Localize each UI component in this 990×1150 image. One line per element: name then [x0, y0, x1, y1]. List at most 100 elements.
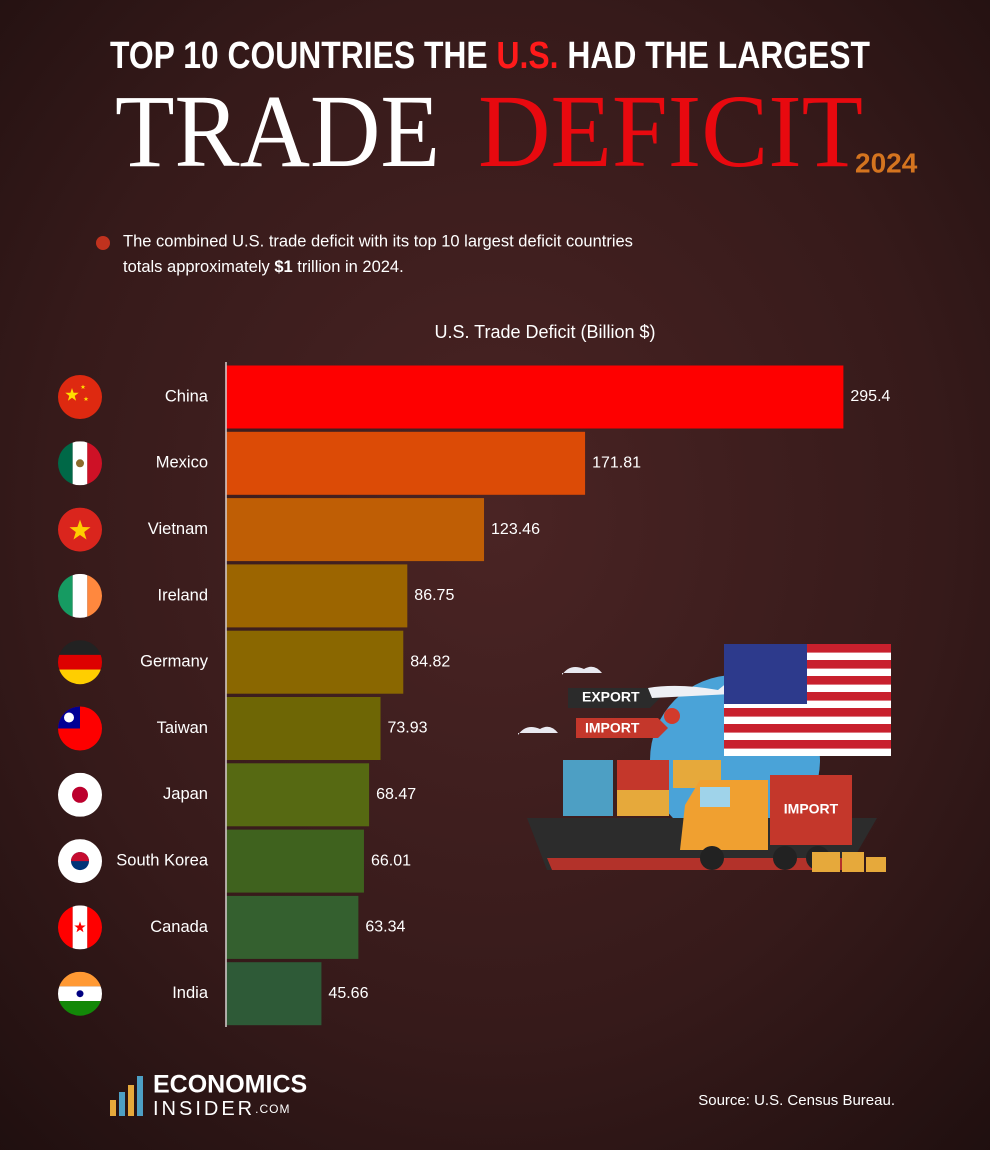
bar — [226, 564, 408, 628]
logo-suffix: .COM — [255, 1102, 290, 1116]
us-flag-canton — [724, 644, 807, 704]
flag-part — [58, 971, 102, 987]
title-pre: TOP 10 COUNTRIES THE — [110, 35, 488, 77]
us-flag-stripe — [724, 692, 891, 701]
flag-part — [87, 573, 102, 618]
flag-part — [69, 519, 91, 540]
note-text: trillion in 2024. — [297, 258, 403, 276]
year: 2024 — [855, 147, 918, 178]
bar — [226, 498, 485, 562]
flag — [58, 441, 102, 486]
title: TOP 10 COUNTRIES THE U.S. HAD THE LARGES… — [110, 35, 870, 77]
source: Source: U.S. Census Bureau. — [698, 1092, 895, 1109]
flag-part — [72, 786, 88, 803]
category-label: Canada — [150, 918, 209, 936]
box — [812, 852, 840, 872]
wheel — [700, 846, 724, 870]
flag-part — [74, 921, 86, 933]
us-flag-stripe — [724, 676, 891, 685]
category-label: Vietnam — [148, 520, 208, 538]
category-label: South Korea — [116, 851, 209, 869]
value-label: 68.47 — [376, 786, 416, 803]
flag — [58, 772, 102, 817]
value-label: 86.75 — [414, 587, 454, 604]
box — [866, 857, 886, 872]
value-label: 171.81 — [592, 455, 641, 472]
note: The combined U.S. trade deficit with its… — [123, 232, 633, 250]
plot: China 295.4 Mexico 171.81 Vietnam 123.46 Irela… — [58, 365, 891, 1026]
us-flag-stripe — [724, 644, 891, 653]
flag-part — [58, 640, 102, 655]
flag — [58, 640, 102, 685]
export-sign — [568, 688, 660, 708]
flag-part — [76, 459, 84, 468]
flag — [58, 375, 102, 419]
bar — [226, 763, 370, 827]
flag-part — [58, 573, 73, 618]
flag-body — [58, 905, 102, 950]
flag-body — [58, 640, 102, 685]
pin — [664, 708, 680, 724]
value-label: 295.4 — [850, 388, 890, 405]
flag-part — [58, 905, 73, 950]
flag-body — [58, 573, 102, 618]
box — [842, 852, 864, 872]
logo-bar — [128, 1085, 134, 1116]
us-flag-stripe — [724, 724, 891, 733]
category-label: Germany — [140, 653, 209, 671]
flag-part — [65, 388, 79, 401]
bar — [226, 365, 844, 429]
us-flag-stripe — [724, 660, 891, 669]
flag-body — [58, 375, 102, 419]
us-flag-stripe — [724, 708, 891, 717]
truck-window — [700, 787, 730, 807]
bar — [226, 895, 359, 959]
flag-part — [80, 384, 86, 389]
flag-part — [76, 990, 84, 998]
flag-part — [87, 441, 102, 486]
flag — [58, 839, 102, 884]
bar — [226, 630, 404, 694]
flag-part — [87, 905, 102, 950]
headline: TRADE — [115, 74, 440, 189]
value-label: 123.46 — [491, 521, 540, 538]
value-label: 45.66 — [328, 985, 368, 1002]
title-post: HAD THE LARGEST — [567, 35, 870, 77]
sign-label: EXPORT — [582, 689, 640, 705]
truck-box — [770, 775, 852, 845]
flag — [58, 905, 102, 950]
flag-part — [58, 375, 102, 419]
value-label: 63.34 — [365, 919, 405, 936]
plane — [648, 682, 732, 698]
title-highlight: U.S. — [497, 35, 559, 77]
flag-body — [58, 706, 102, 751]
flag — [58, 971, 102, 1016]
category-label: Ireland — [158, 586, 208, 604]
flag-body — [58, 441, 102, 486]
illustration: EXPORT IMPORT IMPORT — [518, 644, 891, 872]
flag-part — [58, 1001, 102, 1016]
category-label: Mexico — [156, 454, 208, 472]
flag-part — [58, 669, 102, 685]
sign-label: IMPORT — [585, 720, 640, 736]
headline-highlight: DEFICIT — [478, 74, 863, 189]
category-label: China — [165, 387, 209, 405]
logo-text: ECONOMICS — [153, 1071, 307, 1099]
flag-part — [71, 852, 89, 862]
logo-bar — [110, 1100, 116, 1116]
value-label: 84.82 — [410, 653, 450, 670]
us-flag-stripe — [724, 740, 891, 749]
flag-part — [58, 654, 102, 670]
logo-text: INSIDER — [153, 1098, 255, 1120]
flag — [58, 706, 102, 751]
flag-body — [58, 772, 102, 817]
flag-part — [58, 441, 73, 486]
logo-bar — [119, 1092, 125, 1116]
logo-text: INSIDER.COM — [153, 1098, 290, 1120]
truck-label: IMPORT — [784, 801, 839, 817]
note-bold: $1 — [274, 258, 292, 276]
note-text: totals approximately — [123, 258, 270, 276]
bullet — [96, 236, 110, 250]
